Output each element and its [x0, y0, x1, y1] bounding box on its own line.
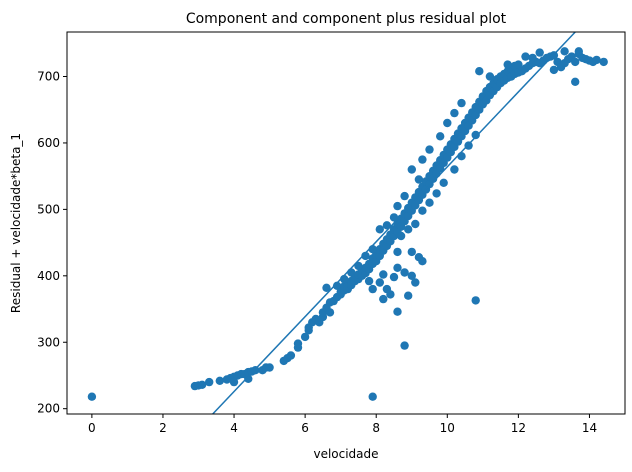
- y-axis: 200 300 400 500 600 700: [37, 70, 67, 416]
- y-tick-label: 700: [37, 70, 60, 84]
- y-tick-label: 200: [37, 402, 60, 416]
- scatter-point: [418, 155, 427, 164]
- scatter-point: [574, 47, 583, 56]
- scatter-point: [418, 206, 427, 215]
- scatter-point: [375, 278, 384, 287]
- scatter-point: [407, 247, 416, 257]
- scatter-point: [407, 165, 416, 174]
- scatter-point: [599, 57, 608, 67]
- scatter-point: [400, 268, 409, 277]
- scatter-point: [411, 278, 420, 287]
- scatter-point: [389, 272, 399, 282]
- scatter-point: [521, 52, 530, 61]
- plot-area: [66, 31, 626, 415]
- scatter-point: [514, 60, 523, 69]
- scatter-point: [379, 294, 388, 304]
- scatter-point: [265, 363, 274, 372]
- scatter-point: [471, 130, 480, 140]
- scatter-point: [379, 270, 388, 279]
- y-tick-label: 400: [37, 269, 60, 283]
- scatter-point: [485, 72, 495, 81]
- fit-line: [212, 32, 576, 414]
- scatter-point: [571, 57, 580, 67]
- y-axis-label: Residual + velocidade*beta_1: [9, 133, 23, 313]
- scatter-point: [361, 251, 370, 261]
- plot-frame: [67, 32, 625, 414]
- scatter-point: [503, 60, 512, 69]
- scatter-point: [87, 392, 97, 401]
- scatter-point: [411, 219, 420, 229]
- scatter-point: [404, 291, 413, 300]
- scatter-point: [393, 307, 402, 316]
- x-axis-label: velocidade: [313, 447, 378, 461]
- x-tick-label: 12: [511, 421, 526, 435]
- scatter-point: [443, 118, 452, 128]
- scatter-point: [425, 145, 434, 154]
- scatter-point: [393, 263, 402, 272]
- scatter-point: [393, 247, 402, 257]
- x-tick-label: 0: [88, 421, 96, 435]
- scatter-points: [87, 47, 608, 401]
- scatter-point: [436, 132, 445, 141]
- scatter-point: [368, 392, 377, 401]
- scatter-point: [450, 108, 459, 118]
- scatter-point: [404, 225, 413, 234]
- scatter-point: [414, 175, 424, 184]
- scatter-point: [286, 351, 296, 360]
- scatter-point: [375, 225, 384, 234]
- scatter-point: [229, 377, 239, 387]
- x-tick-label: 4: [230, 421, 238, 435]
- scatter-point: [197, 380, 207, 389]
- y-tick-label: 500: [37, 202, 60, 216]
- x-axis: 0 2 4 6 8 10 12 14: [88, 414, 597, 435]
- y-tick-label: 600: [37, 136, 60, 150]
- scatter-point: [535, 48, 544, 57]
- scatter-point: [215, 376, 224, 385]
- scatter-point: [457, 98, 466, 108]
- scatter-point: [418, 257, 427, 266]
- scatter-point: [549, 65, 559, 75]
- scatter-point: [439, 178, 448, 187]
- chart-title: Component and component plus residual pl…: [186, 11, 507, 27]
- scatter-point: [364, 276, 374, 286]
- scatter-point: [325, 308, 335, 317]
- x-tick-label: 14: [582, 421, 597, 435]
- scatter-point: [400, 191, 409, 201]
- x-tick-label: 10: [440, 421, 455, 435]
- scatter-point: [528, 53, 537, 63]
- scatter-point: [205, 377, 214, 387]
- scatter-point: [475, 67, 484, 76]
- scatter-point: [354, 261, 363, 271]
- scatter-point: [322, 283, 331, 292]
- y-tick-label: 300: [37, 335, 60, 349]
- scatter-point: [244, 374, 253, 383]
- scatter-point: [300, 332, 310, 342]
- scatter-point: [393, 201, 402, 211]
- scatter-point: [293, 339, 303, 348]
- x-tick-label: 6: [301, 421, 309, 435]
- scatter-point: [592, 55, 601, 65]
- x-tick-label: 8: [372, 421, 380, 435]
- plot-border: [66, 31, 626, 415]
- scatter-point: [464, 141, 473, 150]
- scatter-point: [457, 152, 466, 161]
- scatter-point: [471, 296, 480, 305]
- scatter-point: [450, 165, 459, 174]
- scatter-point: [560, 47, 569, 56]
- scatter-point: [571, 77, 580, 87]
- scatter-point: [389, 213, 399, 222]
- scatter-point: [396, 231, 406, 241]
- x-tick-label: 2: [159, 421, 167, 435]
- scatter-point: [386, 290, 395, 299]
- scatter-point: [400, 341, 409, 350]
- scatter-point: [425, 198, 434, 207]
- scatter-point: [368, 284, 377, 294]
- scatter-point: [347, 268, 356, 277]
- scatter-point: [432, 189, 441, 198]
- scatter-point: [407, 271, 416, 280]
